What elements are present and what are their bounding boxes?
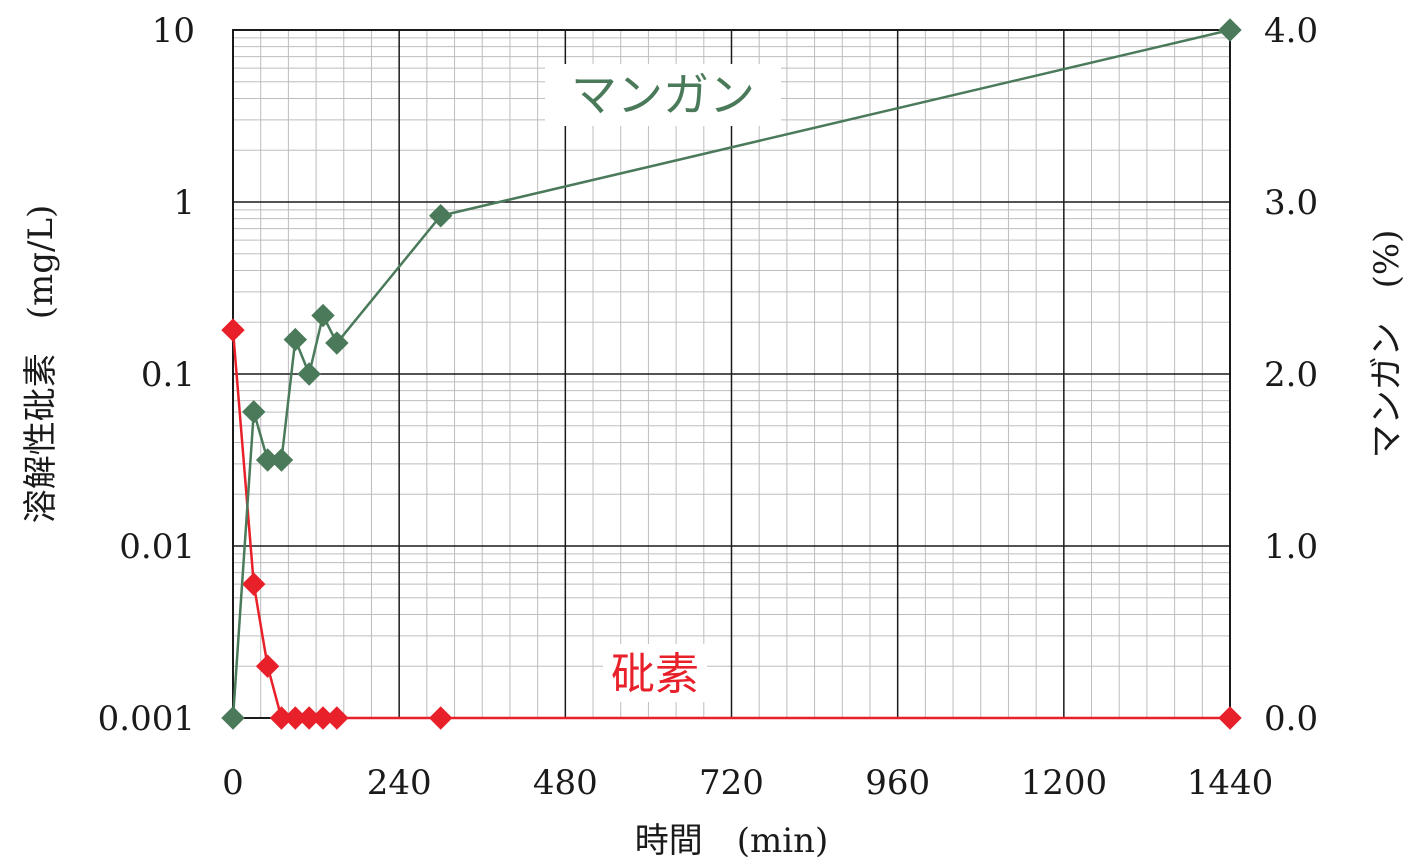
left-y-axis-title: 溶解性砒素 (mg/L) [21, 205, 61, 524]
right-y-tick-label: 0.0 [1264, 699, 1318, 739]
data-point [325, 331, 349, 355]
x-tick-label: 960 [865, 763, 930, 803]
series-arsenic [221, 318, 1242, 730]
left-y-tick-label: 0.1 [141, 355, 195, 395]
data-point [242, 572, 266, 596]
arsenic-annotation-background [603, 644, 707, 702]
left-y-tick-label: 0.001 [98, 699, 195, 739]
x-tick-label: 480 [533, 763, 598, 803]
x-tick-label: 0 [222, 763, 244, 803]
data-point [325, 706, 349, 730]
data-point [221, 706, 245, 730]
right-y-tick-label: 3.0 [1264, 183, 1318, 223]
data-point [269, 448, 294, 472]
data-point [429, 706, 453, 730]
data-point [221, 318, 245, 342]
x-tick-label: 720 [699, 763, 764, 803]
manganese-annotation: マンガン [571, 68, 755, 122]
data-point [297, 362, 321, 386]
x-axis-title: 時間 (min) [635, 821, 829, 861]
left-y-tick-label: 1 [173, 183, 195, 223]
right-y-tick-label: 4.0 [1264, 11, 1318, 51]
left-y-tick-label: 10 [152, 11, 195, 51]
data-point [283, 327, 308, 352]
x-tick-label: 1440 [1187, 763, 1274, 803]
x-tick-label: 240 [367, 763, 432, 803]
data-point [242, 400, 266, 424]
manganese-annotation-background [545, 64, 781, 126]
data-point [1218, 18, 1242, 42]
x-tick-labels: 0 240 480 720 960 1200 1440 [222, 763, 1273, 803]
right-y-axis-title: マンガン (%) [1367, 230, 1407, 459]
x-tick-label: 1200 [1021, 763, 1108, 803]
right-y-tick-label: 1.0 [1264, 527, 1318, 567]
data-point [311, 303, 335, 328]
right-y-tick-label: 2.0 [1264, 355, 1318, 395]
data-point [1218, 706, 1242, 730]
series-manganese [221, 18, 1242, 730]
data-point [429, 204, 453, 228]
data-point [255, 654, 280, 678]
series-layer [221, 18, 1242, 730]
series-line [231, 28, 1231, 719]
left-y-tick-label: 0.01 [119, 527, 195, 567]
left-y-tick-labels: 0.001 0.01 0.1 1 10 [98, 11, 195, 739]
right-y-tick-labels: 0.0 1.0 2.0 3.0 4.0 [1264, 11, 1318, 739]
arsenic-annotation: 砒素 [611, 649, 699, 700]
